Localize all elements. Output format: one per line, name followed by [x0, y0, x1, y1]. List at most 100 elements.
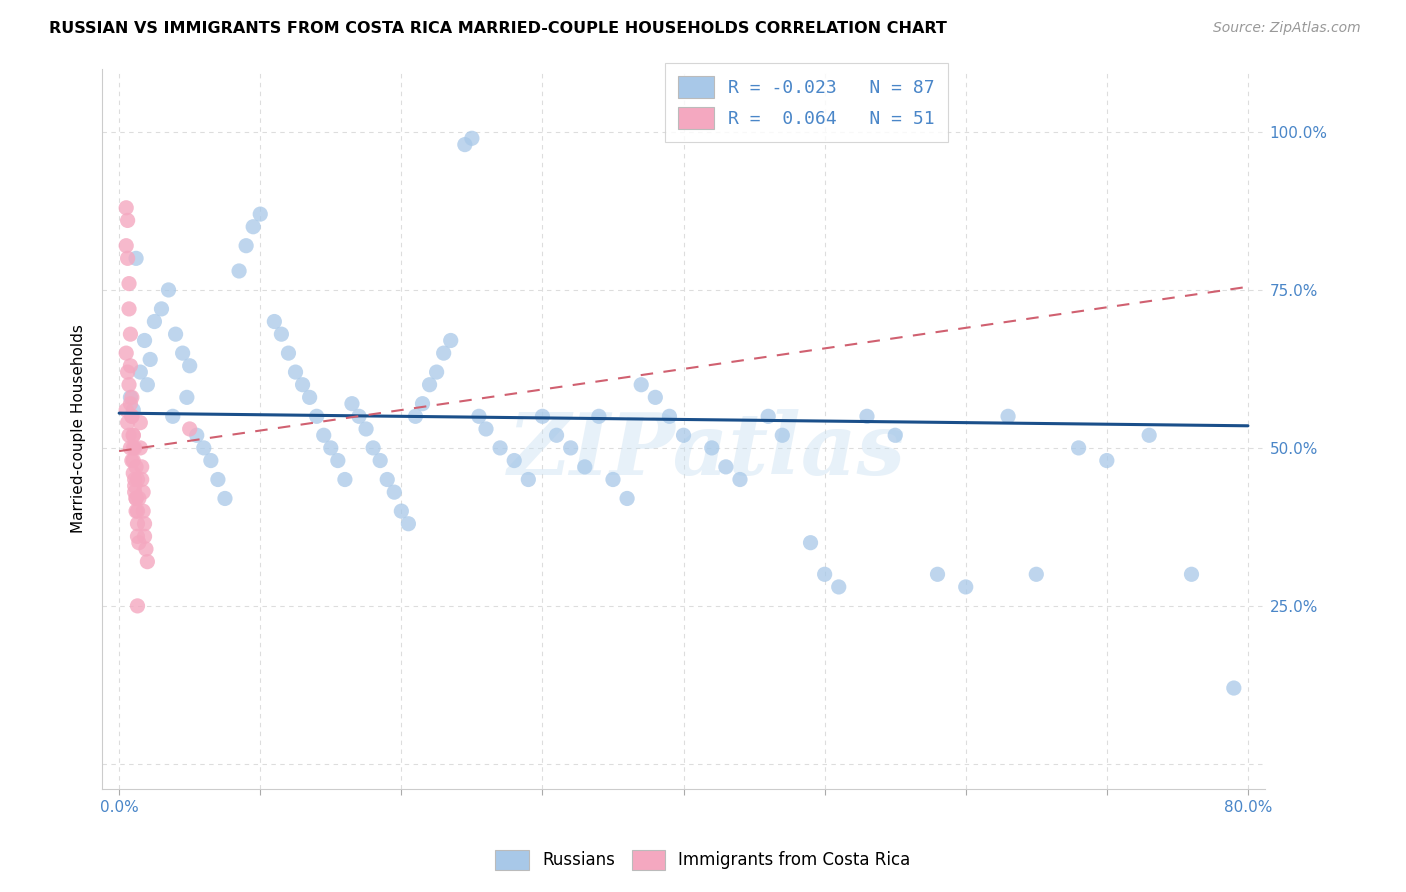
Point [121, 409, 143, 424]
Point [927, 567, 949, 582]
Point [270, 327, 292, 342]
Point [382, 485, 405, 500]
Point [404, 409, 426, 424]
Point [129, 441, 152, 455]
Point [120, 397, 142, 411]
Point [828, 580, 851, 594]
Point [128, 491, 150, 506]
Point [368, 453, 391, 467]
Point [333, 473, 356, 487]
Point [125, 491, 148, 506]
Point [121, 453, 143, 467]
Point [1223, 681, 1246, 695]
Point [162, 409, 184, 424]
Point [132, 504, 155, 518]
Point [263, 314, 285, 328]
Point [426, 365, 449, 379]
Point [658, 409, 681, 424]
Point [134, 529, 156, 543]
Point [531, 409, 554, 424]
Point [419, 377, 441, 392]
Point [461, 131, 484, 145]
Point [412, 397, 434, 411]
Point [124, 441, 146, 455]
Point [298, 390, 321, 404]
Point [118, 277, 141, 291]
Point [179, 422, 201, 436]
Point [124, 485, 146, 500]
Point [616, 491, 638, 506]
Point [249, 207, 271, 221]
Point [121, 390, 143, 404]
Point [326, 453, 349, 467]
Point [396, 516, 419, 531]
Point [440, 334, 463, 348]
Point [1137, 428, 1160, 442]
Point [118, 428, 141, 442]
Point [574, 459, 596, 474]
Point [122, 428, 145, 442]
Point [503, 453, 526, 467]
Point [454, 137, 477, 152]
Point [354, 422, 377, 436]
Point [128, 535, 150, 549]
Point [117, 213, 139, 227]
Point [143, 314, 166, 328]
Point [165, 327, 187, 342]
Point [186, 428, 208, 442]
Point [150, 301, 173, 316]
Point [124, 479, 146, 493]
Point [129, 416, 152, 430]
Point [136, 377, 159, 392]
Point [125, 459, 148, 474]
Point [131, 473, 153, 487]
Point [115, 201, 138, 215]
Point [756, 409, 779, 424]
Point [997, 409, 1019, 424]
Point [134, 516, 156, 531]
Point [714, 459, 737, 474]
Point [120, 441, 142, 455]
Point [214, 491, 236, 506]
Point [120, 327, 142, 342]
Point [630, 377, 652, 392]
Point [207, 473, 229, 487]
Point [118, 301, 141, 316]
Point [1180, 567, 1202, 582]
Point [340, 397, 363, 411]
Point [475, 422, 498, 436]
Point [127, 504, 149, 518]
Point [122, 441, 145, 455]
Point [770, 428, 793, 442]
Point [1095, 453, 1118, 467]
Point [305, 409, 328, 424]
Point [489, 441, 512, 455]
Point [122, 466, 145, 480]
Point [125, 504, 148, 518]
Point [157, 283, 180, 297]
Point [115, 238, 138, 252]
Point [319, 441, 342, 455]
Point [131, 459, 153, 474]
Point [1067, 441, 1090, 455]
Point [228, 264, 250, 278]
Point [172, 346, 194, 360]
Point [193, 441, 215, 455]
Point [179, 359, 201, 373]
Point [139, 352, 162, 367]
Point [136, 555, 159, 569]
Point [389, 504, 412, 518]
Point [132, 485, 155, 500]
Point [118, 377, 141, 392]
Point [560, 441, 582, 455]
Point [134, 334, 156, 348]
Point [200, 453, 222, 467]
Point [122, 453, 145, 467]
Point [120, 359, 142, 373]
Point [235, 238, 257, 252]
Text: Source: ZipAtlas.com: Source: ZipAtlas.com [1213, 21, 1361, 36]
Point [117, 365, 139, 379]
Point [284, 365, 307, 379]
Point [375, 473, 398, 487]
Point [468, 409, 491, 424]
